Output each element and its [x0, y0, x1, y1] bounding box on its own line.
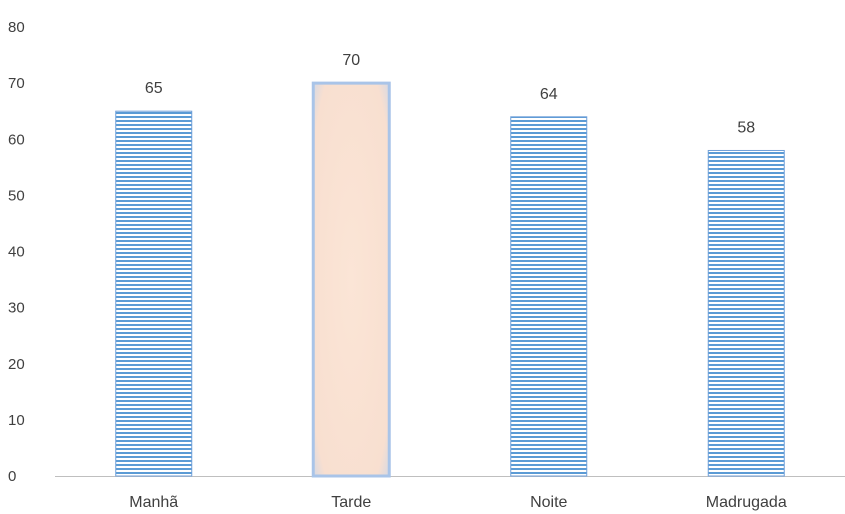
x-category-label: Manhã [129, 494, 178, 511]
y-tick-label: 10 [8, 412, 25, 429]
x-axis-category-labels: Manhã Tarde Noite Madrugada [129, 494, 787, 511]
data-label: 65 [145, 80, 163, 97]
x-category-label: Tarde [331, 494, 371, 511]
bar-noite [510, 116, 588, 477]
y-tick-label: 40 [8, 244, 25, 261]
y-tick-label: 60 [8, 131, 25, 148]
y-tick-label: 50 [8, 187, 25, 204]
y-tick-label: 20 [8, 356, 25, 373]
y-tick-label: 30 [8, 300, 25, 317]
y-axis-tick-labels: 0 10 20 30 40 50 60 70 80 [8, 19, 25, 485]
data-labels: 65 70 64 58 [145, 52, 755, 136]
y-tick-label: 0 [8, 468, 16, 485]
bar-tarde [311, 81, 391, 478]
data-label: 64 [540, 86, 558, 103]
bars [115, 81, 785, 478]
data-label: 70 [342, 52, 360, 69]
data-label: 58 [737, 119, 755, 136]
bar-manhã [115, 110, 193, 477]
x-category-label: Madrugada [706, 494, 787, 511]
y-tick-label: 80 [8, 19, 25, 36]
y-tick-label: 70 [8, 75, 25, 92]
x-category-label: Noite [530, 494, 567, 511]
bar-madrugada [707, 149, 785, 477]
